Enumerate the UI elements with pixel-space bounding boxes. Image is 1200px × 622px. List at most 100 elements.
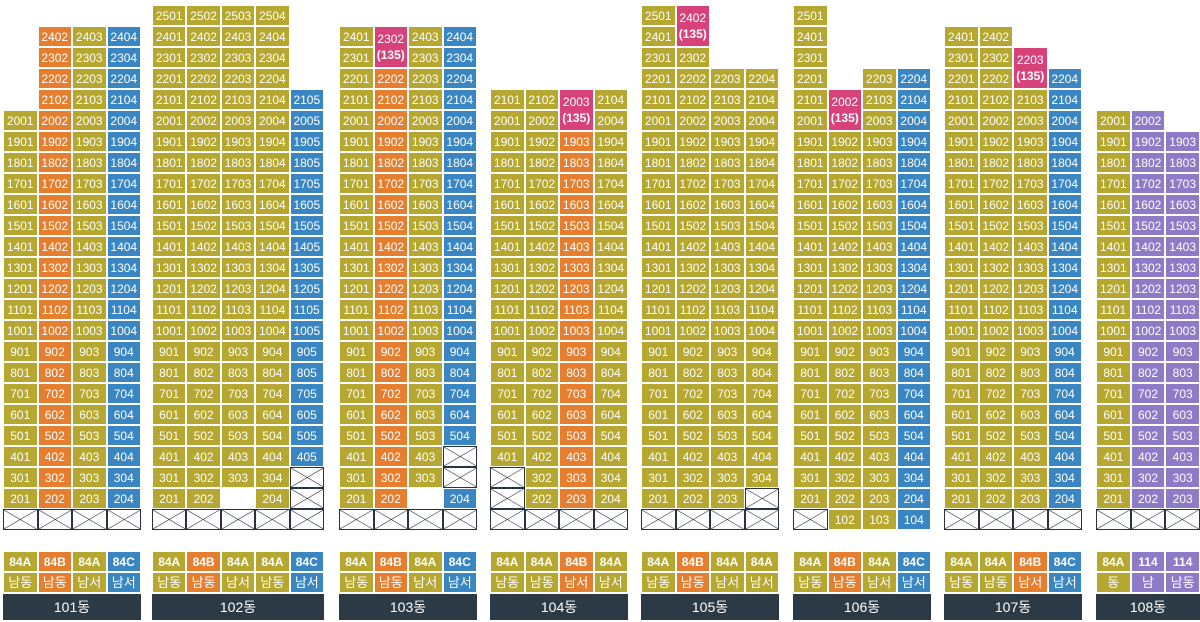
unit-1004: 1004 <box>442 320 477 341</box>
unit-2402: 2402 <box>37 26 72 47</box>
unit-2303: 2303 <box>72 47 107 68</box>
unit-2102: 2102 <box>186 89 221 110</box>
unit-2003: 2003 <box>1013 110 1048 131</box>
unit-203: 203 <box>1013 488 1048 509</box>
unit-1601: 1601 <box>641 194 676 215</box>
unit-504: 504 <box>896 425 931 446</box>
unit-type-label: 84A <box>72 551 107 572</box>
unit-601: 601 <box>3 404 38 425</box>
unit-1202: 1202 <box>1130 278 1166 299</box>
unit-1902: 1902 <box>524 131 559 152</box>
pilotis-cell <box>106 509 141 530</box>
unit-1302: 1302 <box>37 257 72 278</box>
unit-202: 202 <box>373 488 408 509</box>
unit-type-label: 84B <box>186 551 221 572</box>
unit-1103: 1103 <box>710 299 745 320</box>
unit-1302: 1302 <box>1130 257 1166 278</box>
orientation-label: 남서 <box>862 572 897 593</box>
unit-902: 902 <box>978 341 1013 362</box>
orientation-label: 남동 <box>37 572 72 593</box>
unit-203: 203 <box>862 488 897 509</box>
unit-1602: 1602 <box>827 194 862 215</box>
unit-1904: 1904 <box>106 131 141 152</box>
building-name: 101동 <box>3 594 141 620</box>
unit-803: 803 <box>862 362 897 383</box>
pilotis-cell <box>559 509 594 530</box>
unit-2402: 2402 (135) <box>675 5 710 47</box>
unit-602: 602 <box>978 404 1013 425</box>
unit-804: 804 <box>255 362 290 383</box>
unit-505: 505 <box>289 425 324 446</box>
unit-404: 404 <box>255 446 290 467</box>
unit-1304: 1304 <box>896 257 931 278</box>
unit-702: 702 <box>827 383 862 404</box>
unit-1801: 1801 <box>152 152 187 173</box>
unit-2401: 2401 <box>944 26 979 47</box>
unit-2102: 2102 <box>373 89 408 110</box>
unit-2404: 2404 <box>106 26 141 47</box>
unit-202: 202 <box>978 488 1013 509</box>
unit-601: 601 <box>152 404 187 425</box>
unit-402: 402 <box>675 446 710 467</box>
unit-1005: 1005 <box>289 320 324 341</box>
unit-501: 501 <box>3 425 38 446</box>
unit-2102: 2102 <box>37 89 72 110</box>
unit-1604: 1604 <box>744 194 779 215</box>
unit-301: 301 <box>152 467 187 488</box>
unit-1504: 1504 <box>255 215 290 236</box>
pilotis-cell <box>72 509 107 530</box>
unit-804: 804 <box>106 362 141 383</box>
unit-802: 802 <box>978 362 1013 383</box>
unit-2004: 2004 <box>593 110 628 131</box>
unit-302: 302 <box>37 467 72 488</box>
pilotis-cell <box>593 509 628 530</box>
unit-1204: 1204 <box>593 278 628 299</box>
pilotis-cell <box>1165 509 1200 530</box>
unit-501: 501 <box>339 425 374 446</box>
unit-904: 904 <box>442 341 477 362</box>
unit-type-label: 84A <box>339 551 374 572</box>
unit-1004: 1004 <box>1047 320 1082 341</box>
unit-2302: 2302 <box>186 47 221 68</box>
unit-2002: 2002 <box>1130 110 1166 131</box>
unit-2503: 2503 <box>220 5 256 26</box>
unit-type-label: 84A <box>524 551 559 572</box>
unit-603: 603 <box>862 404 897 425</box>
unit-801: 801 <box>944 362 979 383</box>
unit-1604: 1604 <box>593 194 628 215</box>
unit-1402: 1402 <box>1130 236 1166 257</box>
unit-1103: 1103 <box>559 299 594 320</box>
unit-901: 901 <box>152 341 187 362</box>
unit-2301: 2301 <box>641 47 676 68</box>
unit-2104: 2104 <box>744 89 779 110</box>
unit-604: 604 <box>744 404 779 425</box>
unit-1201: 1201 <box>641 278 676 299</box>
pilotis-cell <box>793 509 828 530</box>
pilotis-cell <box>1013 509 1048 530</box>
unit-1201: 1201 <box>152 278 187 299</box>
orientation-label: 남동 <box>255 572 290 593</box>
unit-304: 304 <box>593 467 628 488</box>
unit-602: 602 <box>37 404 72 425</box>
unit-1902: 1902 <box>186 131 221 152</box>
unit-type-label: 84B <box>559 551 594 572</box>
unit-2002: 2002 <box>373 110 408 131</box>
unit-1702: 1702 <box>827 173 862 194</box>
unit-402: 402 <box>37 446 72 467</box>
unit-1204: 1204 <box>744 278 779 299</box>
unit-2001: 2001 <box>3 110 38 131</box>
unit-703: 703 <box>72 383 107 404</box>
orientation-label: 남동 <box>675 572 710 593</box>
unit-1104: 1104 <box>896 299 931 320</box>
unit-1404: 1404 <box>1047 236 1082 257</box>
unit-1304: 1304 <box>106 257 141 278</box>
unit-603: 603 <box>408 404 443 425</box>
unit-401: 401 <box>3 446 38 467</box>
unit-202: 202 <box>37 488 72 509</box>
unit-701: 701 <box>152 383 187 404</box>
unit-1204: 1204 <box>1047 278 1082 299</box>
unit-402: 402 <box>186 446 221 467</box>
pilotis-cell <box>944 509 979 530</box>
unit-2001: 2001 <box>641 110 676 131</box>
unit-402: 402 <box>524 446 559 467</box>
